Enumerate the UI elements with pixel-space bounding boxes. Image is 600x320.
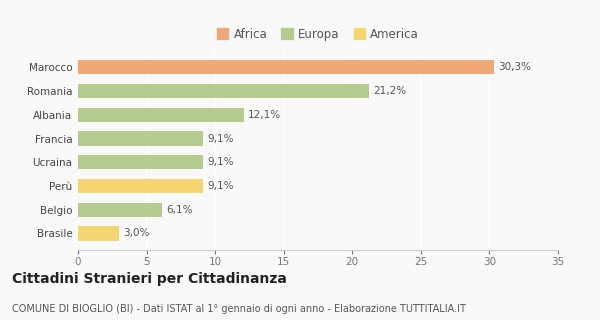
Bar bbox=[78, 84, 369, 98]
Legend: Africa, Europa, America: Africa, Europa, America bbox=[217, 28, 419, 41]
Text: COMUNE DI BIOGLIO (BI) - Dati ISTAT al 1° gennaio di ogni anno - Elaborazione TU: COMUNE DI BIOGLIO (BI) - Dati ISTAT al 1… bbox=[12, 304, 466, 314]
Text: Cittadini Stranieri per Cittadinanza: Cittadini Stranieri per Cittadinanza bbox=[12, 272, 287, 286]
Bar bbox=[78, 132, 203, 146]
Bar bbox=[78, 226, 119, 241]
Text: 6,1%: 6,1% bbox=[166, 205, 192, 215]
Text: 30,3%: 30,3% bbox=[497, 62, 530, 72]
Text: 12,1%: 12,1% bbox=[248, 110, 281, 120]
Text: 3,0%: 3,0% bbox=[123, 228, 149, 238]
Bar bbox=[78, 108, 244, 122]
Text: 9,1%: 9,1% bbox=[207, 157, 233, 167]
Text: 21,2%: 21,2% bbox=[373, 86, 406, 96]
Bar bbox=[78, 155, 203, 169]
Bar bbox=[78, 60, 494, 75]
Bar bbox=[78, 179, 203, 193]
Text: 9,1%: 9,1% bbox=[207, 133, 233, 144]
Bar bbox=[78, 203, 161, 217]
Text: 9,1%: 9,1% bbox=[207, 181, 233, 191]
